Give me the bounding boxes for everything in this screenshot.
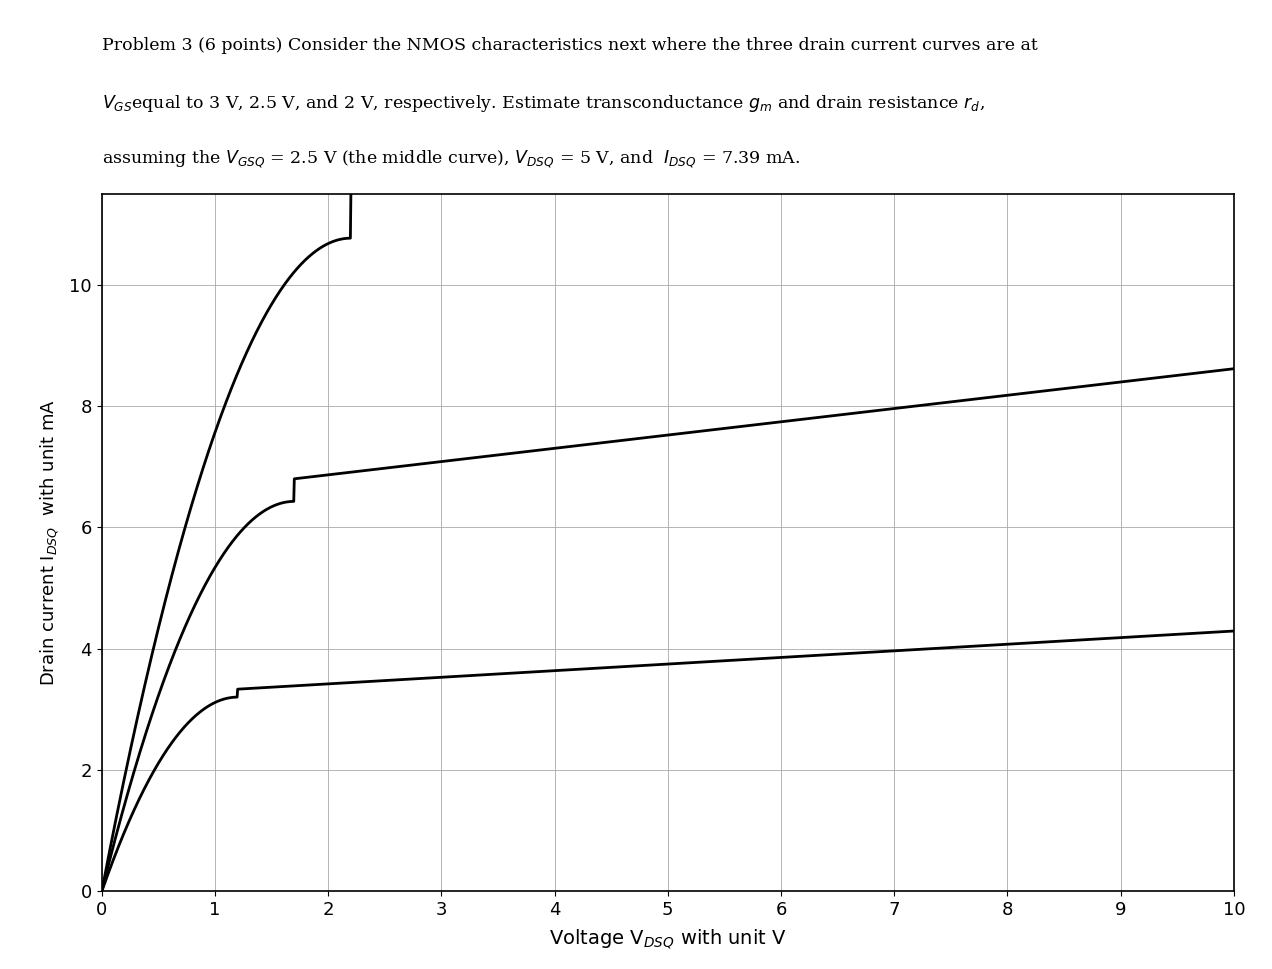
Text: Problem 3 (6 points) Consider the NMOS characteristics next where the three drai: Problem 3 (6 points) Consider the NMOS c…	[102, 37, 1038, 54]
Text: $V_{GS}$equal to 3 V, 2.5 V, and 2 V, respectively. Estimate transconductance $g: $V_{GS}$equal to 3 V, 2.5 V, and 2 V, re…	[102, 93, 985, 113]
X-axis label: Voltage V$_{DSQ}$ with unit V: Voltage V$_{DSQ}$ with unit V	[550, 927, 786, 951]
Y-axis label: Drain current I$_{DSQ}$  with unit mA: Drain current I$_{DSQ}$ with unit mA	[38, 399, 61, 686]
Text: assuming the $V_{GSQ}$ = 2.5 V (the middle curve), $V_{DSQ}$ = 5 V, and  $I_{DSQ: assuming the $V_{GSQ}$ = 2.5 V (the midd…	[102, 148, 800, 170]
